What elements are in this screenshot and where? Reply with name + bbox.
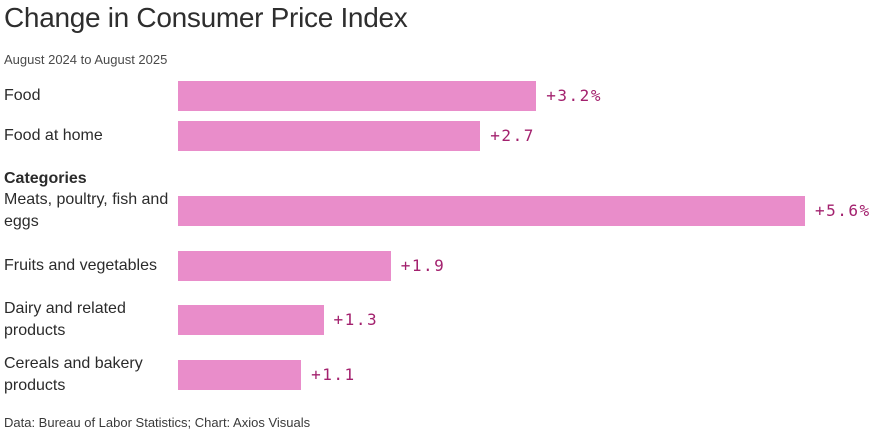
chart-subtitle: August 2024 to August 2025 (4, 52, 168, 67)
value-label: +1.3 (333, 310, 379, 329)
bar (178, 196, 805, 226)
value-label: +1.1 (311, 365, 356, 384)
bar (178, 251, 391, 281)
category-label: Food (4, 87, 41, 104)
category-label: Fruits and vegetables (4, 257, 157, 274)
chart-title: Change in Consumer Price Index (4, 2, 408, 33)
category-label: Cereals and bakery products (4, 355, 143, 394)
category-label: Food at home (4, 127, 103, 144)
value-label: +3.2% (546, 86, 602, 105)
value-label: +2.7 (490, 126, 535, 145)
category-label: Meats, poultry, fish and eggs (4, 191, 169, 230)
value-label: +5.6% (815, 201, 871, 220)
bar (178, 305, 324, 335)
category-label: Dairy and related products (4, 300, 126, 339)
source-footer: Data: Bureau of Labor Statistics; Chart:… (4, 415, 311, 430)
bar (178, 360, 302, 390)
section-heading-categories: Categories (4, 170, 87, 187)
bar (178, 121, 481, 151)
bar (178, 81, 537, 111)
value-label: +1.9 (400, 256, 446, 275)
